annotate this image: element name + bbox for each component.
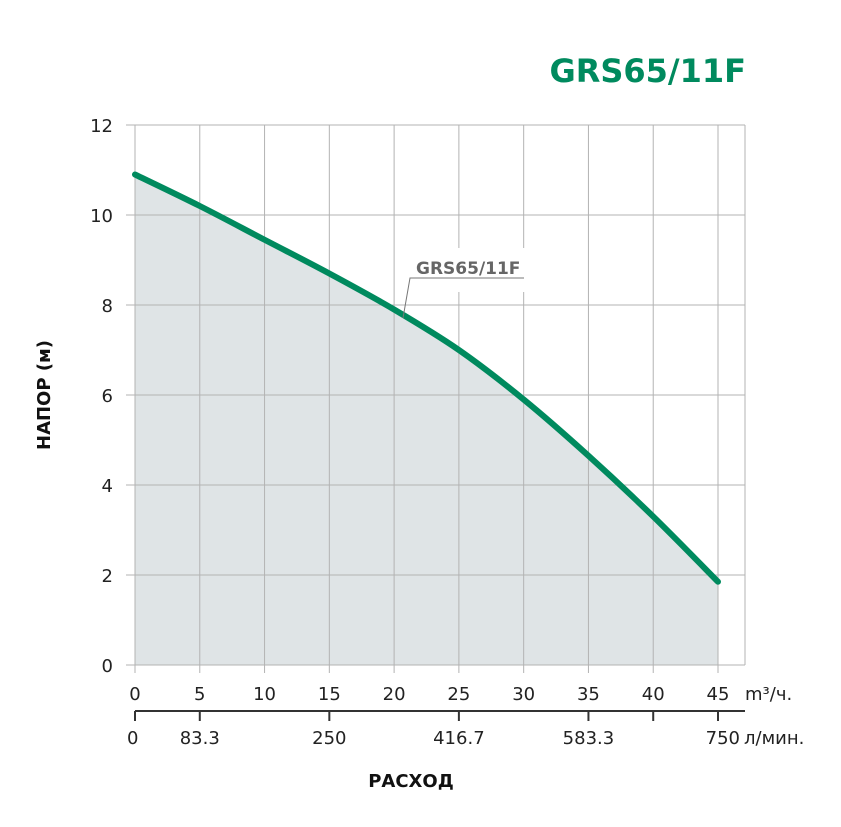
- y-tick-label: 12: [90, 116, 113, 137]
- x-tick-label: 35: [577, 684, 600, 705]
- x2-tick-label: 250: [312, 728, 346, 749]
- x-tick-label: 15: [318, 684, 341, 705]
- x-unit-label: m³/ч.: [745, 684, 792, 705]
- x-tick-label: 30: [512, 684, 535, 705]
- x2-tick-label: 83.3: [180, 728, 220, 749]
- x-tick-label: 10: [253, 684, 276, 705]
- x-tick-label: 0: [129, 684, 140, 705]
- x-tick-label: 40: [642, 684, 665, 705]
- y-axis-label: НАПОР (м): [34, 340, 55, 450]
- series-label: GRS65/11F: [416, 259, 520, 279]
- y-tick-label: 0: [102, 656, 113, 677]
- x-tick-label: 5: [194, 684, 205, 705]
- x-axis-label: РАСХОД: [368, 771, 454, 792]
- x2-tick-label: 0: [127, 728, 138, 749]
- x2-unit-label: л/мин.: [744, 728, 804, 749]
- y-tick-label: 2: [102, 566, 113, 587]
- x-tick-label: 25: [447, 684, 470, 705]
- area-fill: [135, 174, 718, 665]
- y-tick-label: 8: [102, 296, 113, 317]
- x2-tick-label: 416.7: [433, 728, 485, 749]
- y-tick-label: 10: [90, 206, 113, 227]
- x-tick-label: 45: [707, 684, 730, 705]
- chart-title: GRS65/11F: [549, 52, 746, 90]
- x2-tick-label: 750: [706, 728, 740, 749]
- x2-tick-label: 583.3: [563, 728, 615, 749]
- y-tick-label: 6: [102, 386, 113, 407]
- series-line: [132, 171, 721, 585]
- y-tick-label: 4: [102, 476, 113, 497]
- series-callout: GRS65/11F: [402, 248, 526, 319]
- x-tick-label: 20: [383, 684, 406, 705]
